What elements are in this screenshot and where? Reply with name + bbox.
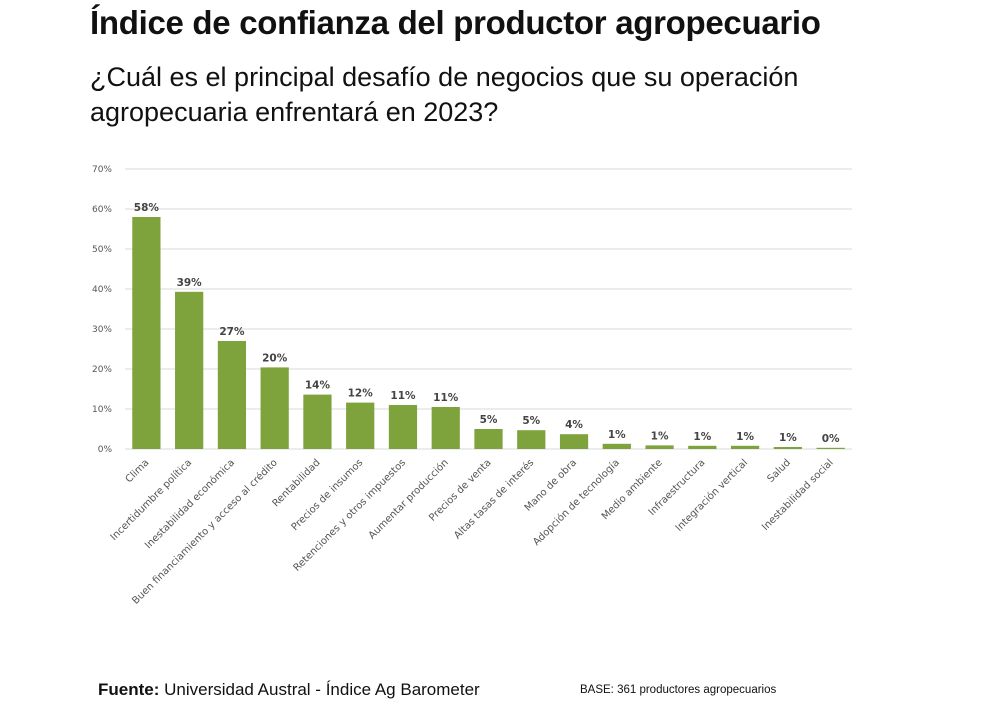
y-tick-label: 40% [92,285,112,295]
bar-chart: 0% 10% 20% 30% 40% 50% 60% 70% 58% Clima 39% Incert… [92,165,852,607]
data-label: 27% [219,326,245,338]
chart-subtitle: ¿Cuál es el principal desafío de negocio… [90,62,799,127]
bar [260,367,289,449]
x-tick-label: Buen financiamiento y acceso al crédito [130,457,280,607]
source-text: Universidad Austral - Índice Ag Baromete… [164,680,480,699]
chart-title: Índice de confianza del productor agrope… [90,4,821,41]
data-label: 1% [693,431,711,443]
bar [645,445,674,449]
data-label: 1% [651,430,669,442]
footer-source: Fuente: Universidad Austral - Índice Ag … [98,680,480,700]
bar [517,430,546,449]
data-label: 12% [348,388,374,400]
x-tick-label: Integración vertical [673,457,750,534]
bar [602,443,631,449]
x-tick-label: Inestabilidad social [760,457,836,533]
data-label: 11% [390,390,416,402]
y-tick-label: 60% [92,205,112,215]
y-tick-label: 20% [92,365,112,375]
data-label: 1% [608,429,626,441]
bar [217,341,247,449]
data-label: 0% [822,433,840,445]
bar [474,429,503,449]
data-label: 5% [480,414,498,426]
x-tick-label: Precios de insumos [290,457,366,533]
y-tick-label: 10% [92,405,112,415]
bar [388,405,418,449]
x-tick-label: Incertidumbre política [108,457,194,543]
source-label: Fuente: [98,680,160,699]
data-label: 1% [736,431,754,443]
x-tick-label: Clima [124,457,152,485]
x-tick-label: Inestabilidad económica [142,457,237,552]
footer-base: BASE: 361 productores agropecuarios [580,684,777,696]
data-label: 1% [779,432,797,444]
bar [816,447,845,449]
bar [431,407,460,449]
y-tick-label: 50% [92,245,112,255]
y-tick-label: 70% [92,165,112,175]
data-label: 58% [134,202,160,214]
bar [730,445,760,449]
bar [688,445,717,449]
data-label: 20% [262,352,288,364]
bar [346,402,375,449]
data-label: 14% [305,380,331,392]
bar [132,217,161,449]
bar [175,291,204,449]
data-label: 39% [177,277,203,289]
bar [303,394,332,449]
x-tick-label: Adopción de tecnología [531,457,622,548]
x-tick-label: Altas tasas de interés [452,457,537,542]
data-label: 11% [433,392,459,404]
y-tick-label: 0% [98,445,113,455]
y-tick-label: 30% [92,325,112,335]
x-tick-label: Aumentar producción [366,457,451,542]
bar [773,447,802,449]
bar [559,434,589,449]
data-label: 5% [522,415,540,427]
data-label: 4% [565,419,583,431]
x-tick-label: Salud [765,457,793,485]
